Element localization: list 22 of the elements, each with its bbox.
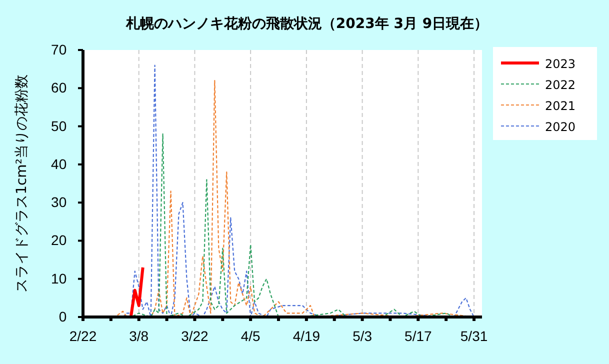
x-tick-label: 5/31 [460, 328, 488, 344]
x-tick-label: 4/5 [240, 328, 261, 344]
x-tick-label: 2/22 [69, 328, 97, 344]
y-tick-label: 70 [51, 41, 67, 58]
x-tick-label: 5/17 [404, 328, 432, 344]
legend-label: 2022 [545, 78, 576, 92]
chart-title: 札幌のハンノキ花粉の飛散状況（2023年 3月 9日現在） [124, 16, 488, 32]
y-axis-title: スライドグラス1cm²当りの花粉数 [14, 74, 30, 292]
x-tick-label: 3/8 [129, 328, 149, 344]
legend-label: 2020 [545, 120, 576, 134]
y-tick-label: 20 [51, 232, 67, 248]
legend-label: 2021 [545, 99, 576, 113]
y-tick-label: 10 [51, 270, 67, 286]
y-tick-label: 0 [58, 308, 67, 324]
y-tick-label: 40 [51, 156, 67, 172]
y-tick-label: 30 [51, 194, 67, 210]
y-tick-label: 50 [51, 118, 67, 134]
legend-label: 2023 [545, 57, 576, 71]
x-tick-label: 4/19 [292, 328, 320, 344]
x-tick-label: 3/22 [181, 328, 209, 344]
x-tick-label: 5/3 [352, 328, 372, 344]
y-tick-label: 60 [51, 80, 67, 96]
